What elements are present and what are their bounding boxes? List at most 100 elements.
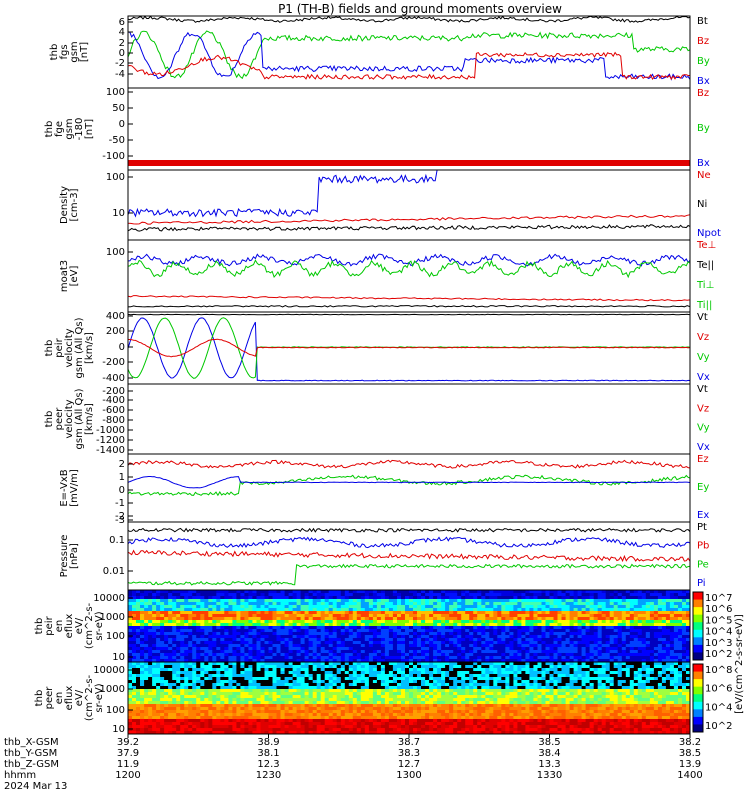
ylabel-line: [nPa] bbox=[69, 543, 80, 569]
panel-temp-plot bbox=[128, 254, 690, 307]
series-vz bbox=[128, 339, 690, 357]
ytick-label: 50 bbox=[112, 103, 125, 114]
legend-fge-2: Bx bbox=[697, 158, 710, 169]
legend-press-3: Pi bbox=[697, 578, 706, 589]
panel-press-plot bbox=[128, 529, 690, 585]
ytick-label: 0 bbox=[119, 119, 125, 130]
panel-peerspec-plot bbox=[128, 662, 691, 735]
ytick-label: -4 bbox=[115, 69, 125, 80]
series-pe bbox=[128, 565, 690, 585]
panel-peirspec-plot bbox=[128, 590, 691, 663]
legend-fge-0: Bz bbox=[697, 88, 709, 99]
ytick-label: -400 bbox=[102, 373, 125, 384]
ytick-label: 100 bbox=[106, 87, 125, 98]
ytick-label: -200 bbox=[102, 357, 125, 368]
series-vt bbox=[128, 314, 690, 315]
ylabel-line: [nT] bbox=[79, 42, 90, 62]
panel-temp-frame bbox=[128, 240, 690, 312]
ylabel-line: [nT] bbox=[84, 119, 95, 139]
ylabel-line: [km/s] bbox=[84, 332, 95, 364]
series-bt bbox=[128, 16, 690, 22]
legend-fgs-0: Bt bbox=[697, 16, 708, 27]
panel-fgs-plot bbox=[128, 16, 690, 79]
ytick-label: -3 bbox=[115, 515, 125, 526]
panel-efield-plot bbox=[128, 460, 690, 495]
ytick-label: 200 bbox=[106, 326, 125, 337]
series-ti-par bbox=[128, 254, 690, 266]
series-vx bbox=[128, 318, 690, 381]
series-ti-perp bbox=[128, 260, 690, 277]
ytick-label: 4 bbox=[119, 27, 125, 38]
ytick-label: 2 bbox=[119, 459, 125, 470]
legend-peirv-1: Vz bbox=[697, 332, 709, 343]
ylabel-line: [mV/m] bbox=[69, 469, 80, 507]
legend-press-1: Pb bbox=[697, 541, 709, 552]
ytick-label: 0.1 bbox=[109, 535, 125, 546]
series-te-perp bbox=[128, 296, 690, 301]
legend-fgs-1: Bz bbox=[697, 36, 709, 47]
ytick-label: -50 bbox=[109, 135, 125, 146]
panel-fge-plot bbox=[128, 160, 690, 166]
series-ex bbox=[128, 477, 690, 488]
legend-dens-1: Ni bbox=[697, 199, 707, 210]
panel-dens-frame bbox=[128, 170, 690, 240]
ylabel-line: [cm-3] bbox=[69, 188, 80, 221]
legend-efield-0: Ez bbox=[697, 454, 709, 465]
legend-press-2: Pe bbox=[697, 559, 709, 570]
series-by bbox=[128, 31, 690, 78]
series-ne bbox=[128, 215, 690, 224]
legend-temp-1: Te|| bbox=[696, 260, 714, 271]
legend-efield-2: Ex bbox=[697, 510, 709, 521]
legend-peerv-3: Vx bbox=[697, 442, 710, 453]
legend-dens-0: Ne bbox=[697, 170, 711, 181]
ytick-label: 100 bbox=[106, 172, 125, 183]
series-pb bbox=[128, 551, 690, 562]
ylabel-line: [km/s] bbox=[84, 403, 95, 435]
legend-dens-2: Npot bbox=[697, 228, 721, 239]
ytick-label: 0 bbox=[119, 342, 125, 353]
series-ey bbox=[128, 475, 690, 495]
ytick-label: 1 bbox=[119, 472, 125, 483]
ytick-label: -1400 bbox=[96, 445, 125, 456]
series-npot bbox=[128, 170, 690, 216]
legend-peirv-3: Vx bbox=[697, 372, 710, 383]
legend-temp-2: Ti⊥ bbox=[696, 280, 714, 291]
series-pi bbox=[128, 537, 690, 547]
legend-efield-1: Ey bbox=[697, 482, 709, 493]
ytick-label: 400 bbox=[106, 311, 125, 322]
ytick-label: 100 bbox=[106, 247, 125, 258]
ytick-label: -100 bbox=[102, 151, 125, 162]
fge-red-band bbox=[128, 160, 690, 166]
series-pt bbox=[128, 529, 690, 532]
ytick-label: 0.01 bbox=[103, 566, 125, 577]
ylabel-line: sr-eV) bbox=[94, 611, 105, 640]
ytick-label: 0 bbox=[119, 485, 125, 496]
panel-peerv-frame bbox=[128, 384, 690, 454]
ytick-label: 100 bbox=[106, 631, 125, 642]
panel-peirv-plot bbox=[128, 314, 690, 381]
legend-press-0: Pt bbox=[697, 522, 707, 533]
series-ni bbox=[128, 225, 690, 231]
legend-peirv-0: Vt bbox=[697, 312, 708, 323]
panel-dens-plot bbox=[128, 170, 690, 231]
legend-temp-3: Ti|| bbox=[696, 300, 712, 311]
ytick-label: 10 bbox=[112, 652, 125, 663]
legend-peerv-0: Vt bbox=[697, 384, 708, 395]
ytick-label: 10 bbox=[112, 208, 125, 219]
series-ez bbox=[128, 460, 690, 468]
legend-fgs-2: By bbox=[697, 56, 710, 67]
legend-peerv-2: Vy bbox=[697, 423, 710, 434]
ytick-label: 10000 bbox=[93, 593, 125, 604]
legend-temp-0: Te⊥ bbox=[696, 240, 716, 251]
panel-fge-frame bbox=[128, 88, 690, 170]
ylabel-line: [eV] bbox=[69, 266, 80, 287]
